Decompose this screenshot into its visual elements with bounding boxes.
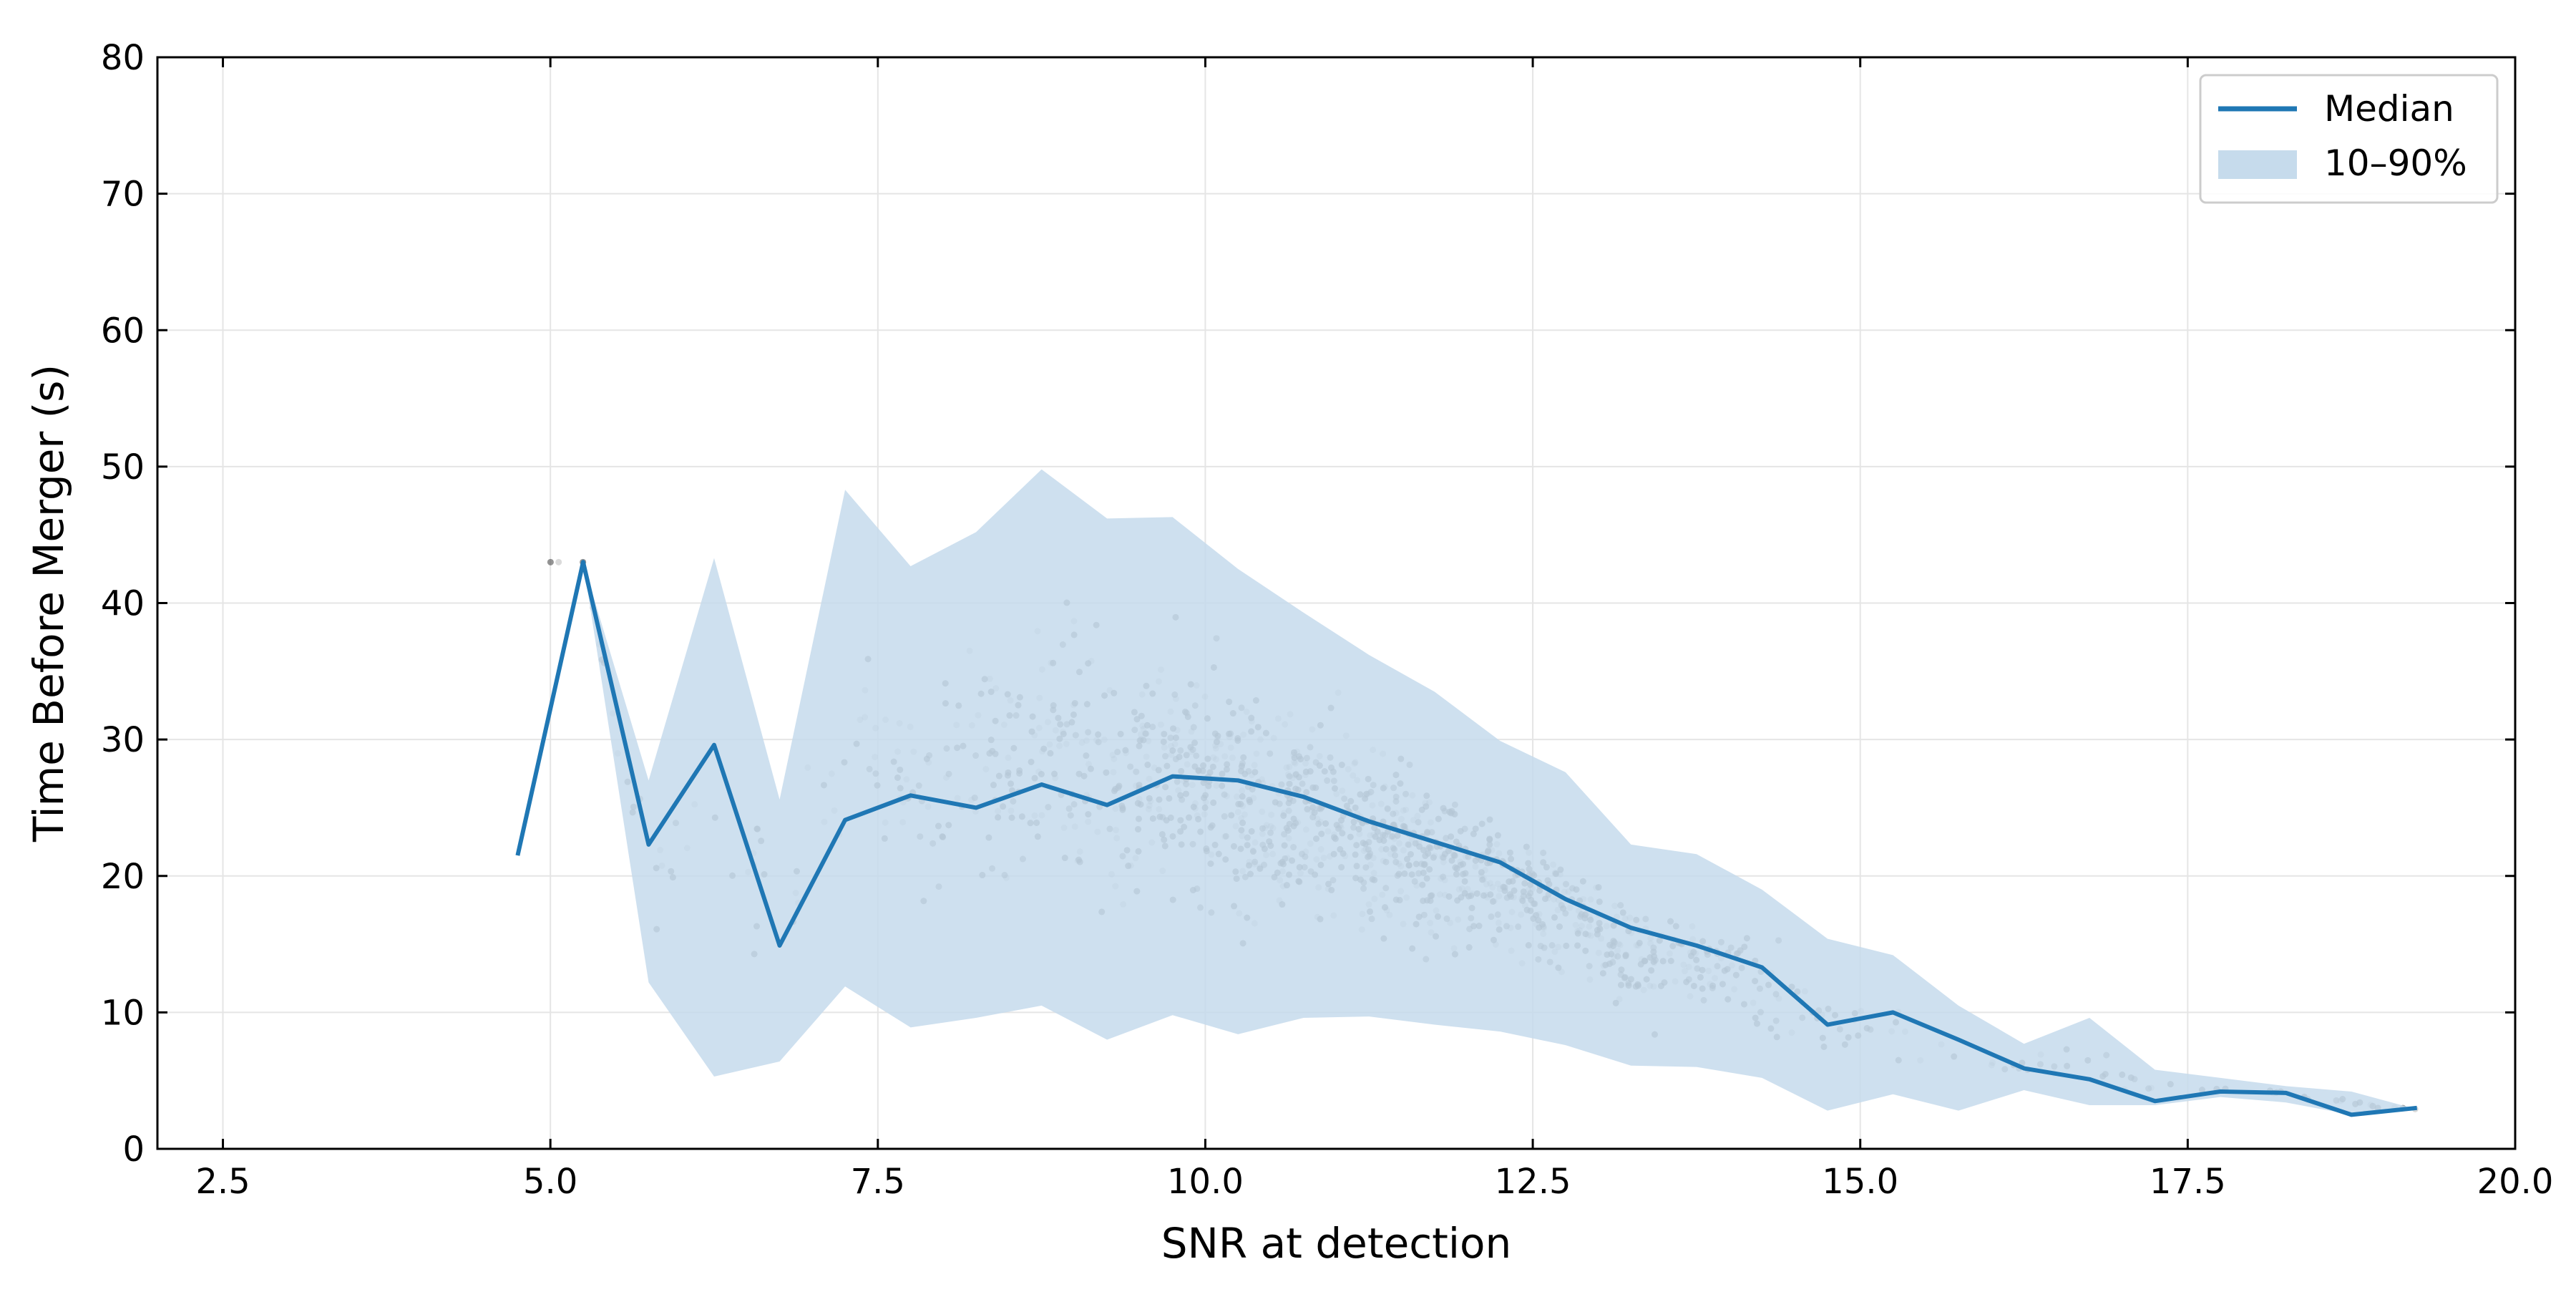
x-tick-label: 7.5 [851, 1162, 905, 1202]
y-tick-label: 60 [101, 311, 145, 351]
legend-band-swatch [2218, 150, 2297, 179]
median-line [515, 560, 2418, 1117]
y-tick-label: 20 [101, 857, 145, 897]
band-10-90-area [582, 469, 2417, 1115]
scatter-point [547, 558, 554, 565]
scatter-point [547, 558, 554, 565]
scatter-point [555, 558, 562, 565]
y-tick-label: 70 [101, 175, 145, 215]
y-tick-label: 10 [101, 993, 145, 1033]
x-tick-label: 2.5 [195, 1162, 250, 1202]
y-axis-title: Time Before Merger (s) [24, 364, 73, 842]
legend-median-label: Median [2324, 88, 2454, 130]
y-tick-label: 50 [101, 447, 145, 487]
x-tick-label: 5.0 [523, 1162, 577, 1202]
x-axis-title: SNR at detection [1161, 1219, 1512, 1268]
x-tick-label: 10.0 [1167, 1162, 1244, 1202]
band-layer [582, 469, 2417, 1115]
x-tick-label: 12.5 [1495, 1162, 1571, 1202]
y-tick-label: 80 [101, 38, 145, 78]
legend-band-label: 10–90% [2324, 142, 2467, 184]
y-tick-label: 40 [101, 584, 145, 624]
x-tick-label: 17.5 [2150, 1162, 2226, 1202]
y-tick-label: 30 [101, 720, 145, 760]
scatter-point [547, 558, 554, 565]
x-tick-label: 20.0 [2477, 1162, 2554, 1202]
line-layer [515, 560, 2418, 1117]
tick-layer: 2.5 5.0 7.5 10.0 12.5 15.0 17.5 20.0 0 10 20 30 40 50… [101, 38, 2554, 1202]
x-tick-label: 15.0 [1822, 1162, 1898, 1202]
legend: Median 10–90% [2199, 74, 2499, 204]
scatter-point [547, 558, 554, 565]
y-tick-label: 0 [122, 1130, 145, 1170]
